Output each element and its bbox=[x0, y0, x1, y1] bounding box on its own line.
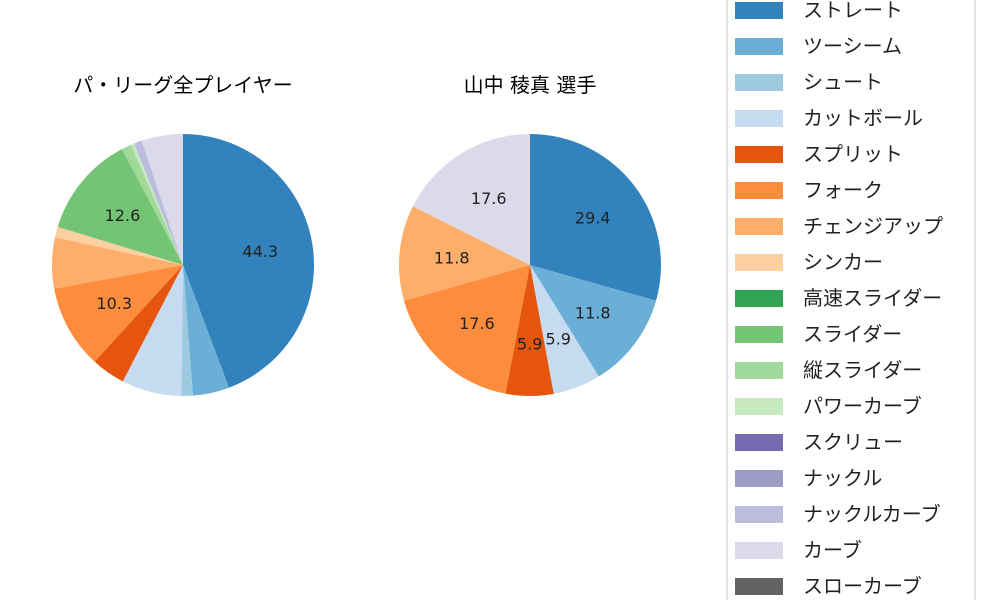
legend-item-label: ナックル bbox=[803, 466, 882, 490]
legend-frame bbox=[726, 0, 976, 600]
slice-label: 12.6 bbox=[105, 206, 141, 225]
legend-item-label: 縦スライダー bbox=[803, 358, 922, 382]
pie-slice-right-5 bbox=[403, 265, 530, 394]
pie-slice-left-4 bbox=[94, 265, 183, 382]
chart-title-left: パ・リーグ全プレイヤー bbox=[73, 73, 292, 97]
chart-title-right: 山中 稜真 選手 bbox=[464, 73, 597, 97]
pie-slice-left-7 bbox=[54, 226, 183, 265]
legend-item-label: ナックルカーブ bbox=[803, 502, 941, 526]
pie-slice-right-3 bbox=[530, 265, 599, 394]
legend-swatch bbox=[735, 470, 783, 487]
slice-label: 10.3 bbox=[96, 294, 132, 313]
legend-swatch bbox=[735, 182, 783, 199]
legend-swatch bbox=[735, 506, 783, 523]
legend-swatch bbox=[735, 326, 783, 343]
legend-swatch bbox=[735, 218, 783, 235]
pie-slice-right-15 bbox=[412, 134, 530, 265]
pie-slice-left-9 bbox=[57, 149, 183, 265]
pie-slice-left-1 bbox=[183, 265, 229, 396]
legend-item-label: ツーシーム bbox=[803, 34, 902, 58]
legend-swatch bbox=[735, 398, 783, 415]
legend-item-label: シンカー bbox=[803, 250, 883, 274]
legend-swatch bbox=[735, 146, 783, 163]
pie-slice-left-2 bbox=[181, 265, 193, 396]
pie-slice-left-10 bbox=[122, 144, 183, 265]
slice-label: 5.9 bbox=[517, 335, 542, 354]
legend-item-label: カーブ bbox=[803, 538, 862, 562]
legend-item-label: スプリット bbox=[803, 142, 903, 166]
legend-item-label: スクリュー bbox=[803, 430, 903, 454]
legend-item-label: ストレート bbox=[803, 0, 903, 22]
legend-swatch bbox=[735, 578, 783, 595]
slice-label: 17.6 bbox=[471, 189, 507, 208]
slice-label: 5.9 bbox=[546, 329, 571, 348]
legend-item-label: シュート bbox=[803, 70, 883, 94]
legend-swatch bbox=[735, 74, 783, 91]
pie-slice-right-4 bbox=[505, 265, 554, 396]
pie-slice-left-14 bbox=[134, 140, 183, 265]
slice-label: 11.8 bbox=[434, 249, 470, 268]
legend-swatch bbox=[735, 254, 783, 271]
pie-slice-left-11 bbox=[130, 143, 183, 265]
legend-swatch bbox=[735, 38, 783, 55]
pie-slice-left-3 bbox=[122, 265, 183, 396]
legend-swatch bbox=[735, 2, 783, 19]
legend-swatch bbox=[735, 290, 783, 307]
legend-swatch bbox=[735, 542, 783, 559]
legend-item-label: チェンジアップ bbox=[803, 214, 943, 238]
legend-swatch bbox=[735, 434, 783, 451]
pie-slice-right-6 bbox=[399, 206, 530, 301]
pie-slice-left-15 bbox=[141, 134, 183, 265]
legend-item-label: 高速スライダー bbox=[803, 286, 942, 310]
legend: ストレートツーシームシュートカットボールスプリットフォークチェンジアップシンカー… bbox=[726, 0, 976, 600]
legend-item-label: フォーク bbox=[803, 178, 883, 202]
slice-label: 17.6 bbox=[459, 314, 495, 333]
pie-slice-left-5 bbox=[54, 265, 184, 362]
slice-label: 29.4 bbox=[575, 209, 611, 228]
legend-swatch bbox=[735, 110, 783, 127]
legend-swatch bbox=[735, 362, 783, 379]
slice-label: 11.8 bbox=[575, 303, 611, 322]
pie-slice-left-0 bbox=[183, 134, 314, 388]
legend-item-label: カットボール bbox=[803, 106, 923, 130]
legend-item-label: スライダー bbox=[803, 322, 902, 346]
pie-slice-right-0 bbox=[530, 134, 661, 301]
pie-slice-left-6 bbox=[52, 237, 183, 289]
legend-item-label: スローカーブ bbox=[803, 574, 922, 598]
slice-label: 44.3 bbox=[243, 242, 279, 261]
legend-item-label: パワーカーブ bbox=[803, 394, 922, 418]
pie-slice-right-1 bbox=[530, 265, 657, 377]
